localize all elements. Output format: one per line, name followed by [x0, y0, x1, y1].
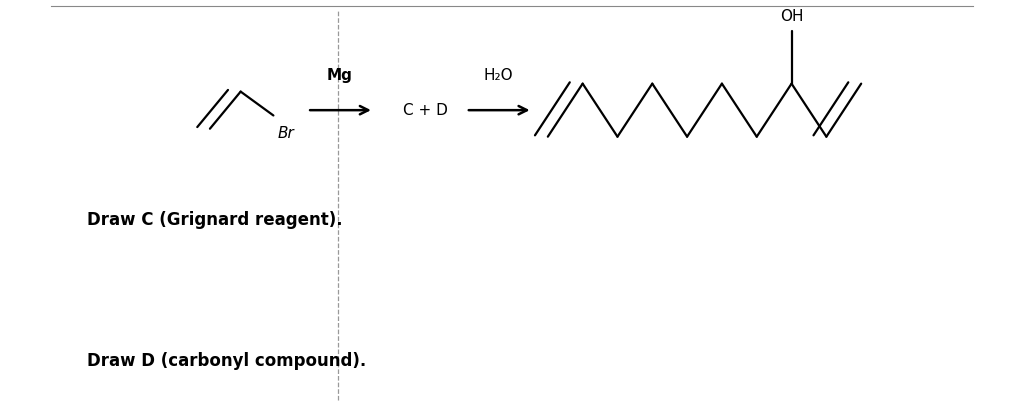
- Text: Br: Br: [278, 126, 294, 141]
- Text: Draw D (carbonyl compound).: Draw D (carbonyl compound).: [87, 352, 367, 370]
- Text: OH: OH: [780, 9, 803, 24]
- Text: Mg: Mg: [327, 68, 353, 83]
- Text: C + D: C + D: [402, 103, 447, 118]
- Text: H₂O: H₂O: [484, 68, 513, 83]
- Text: Draw C (Grignard reagent).: Draw C (Grignard reagent).: [87, 211, 343, 229]
